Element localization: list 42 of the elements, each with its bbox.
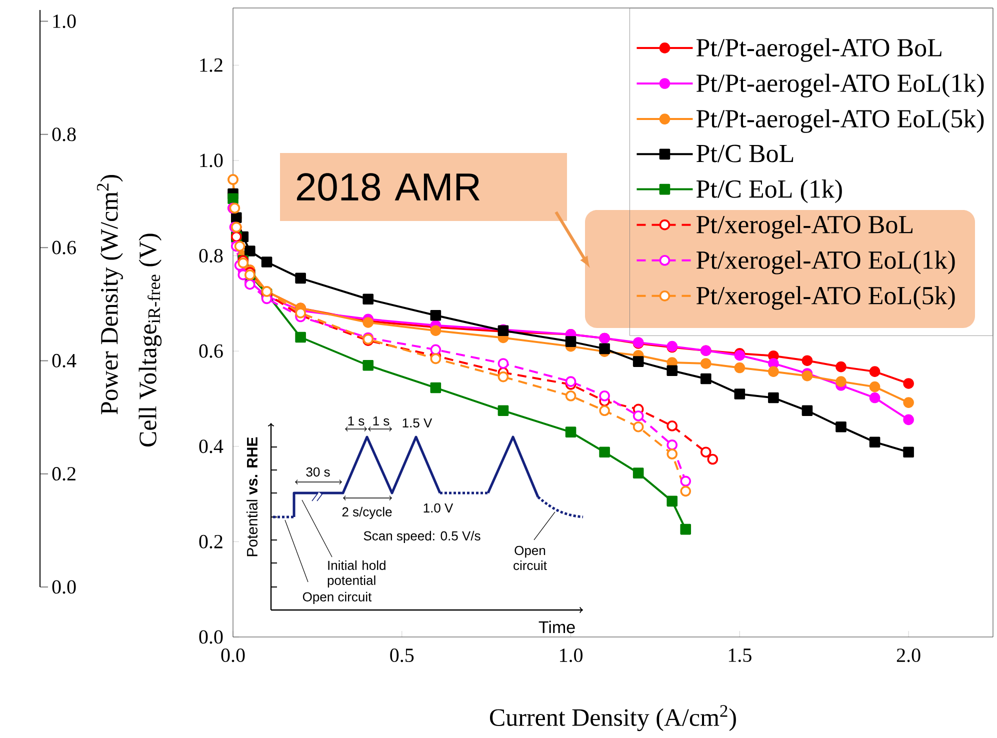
legend-label: Pt/Pt-aerogel-ATO EoL(1k) xyxy=(696,74,984,98)
y-tick-label: 0.4 xyxy=(199,440,224,454)
legend-label: Pt/Pt-aerogel-ATO BoL xyxy=(696,38,942,62)
x-tick-label: 1.5 xyxy=(728,648,752,662)
annotation: Initial hold potential xyxy=(328,560,386,588)
x-tick-label: 0.0 xyxy=(221,648,245,662)
legend-label: Pt/C BoL xyxy=(696,144,794,162)
y2-tick-label: 0.6 xyxy=(52,240,76,254)
y-axis-title: Cell Voltage$_{iR-free}$ (V) xyxy=(138,234,162,446)
annotation: Scan speed: 0.5 V/s xyxy=(364,530,480,544)
y-tick-label: 0.8 xyxy=(199,248,223,263)
annotation: 1 s xyxy=(348,416,364,426)
legend-label: Pt/xerogel-ATO BoL xyxy=(696,215,913,239)
y-tick-label: 1.0 xyxy=(200,154,223,168)
y-tick-label: 1.2 xyxy=(200,58,222,72)
x-axis-title: Current Density (A/cm$^{2}$) xyxy=(490,705,736,732)
y-tick-label: 0.0 xyxy=(199,630,223,644)
legend-label: Pt/C EoL (1k) xyxy=(696,180,842,204)
x-tick-label: 0.5 xyxy=(390,648,414,662)
annotation: Potential vs. RHE xyxy=(246,437,258,556)
annotation: Open circuit xyxy=(514,546,547,570)
annotation: 1.0 V xyxy=(424,503,454,513)
y-tick-label: 0.6 xyxy=(199,344,223,358)
annotation: Time xyxy=(538,620,575,634)
x-tick-label: 1.0 xyxy=(560,648,583,662)
legend-label: Pt/Pt-aerogel-ATO EoL(5k) xyxy=(696,109,984,133)
y2-tick-label: 1.0 xyxy=(53,14,76,28)
annotation: Open circuit xyxy=(302,592,372,604)
annotation: 30 s xyxy=(306,467,330,477)
x-tick-label: 2.0 xyxy=(896,648,920,662)
legend-label: Pt/xerogel-ATO EoL(1k) xyxy=(696,250,955,274)
y2-axis-title: Power Density (W/cm$^{2}$) xyxy=(96,174,123,414)
y2-tick-label: 0.0 xyxy=(52,580,76,594)
annotation: 1 s xyxy=(373,416,390,426)
annotation: 2018 AMR xyxy=(296,173,480,201)
y2-tick-label: 0.4 xyxy=(52,354,76,368)
y-tick-label: 0.2 xyxy=(199,534,222,548)
legend-label: Pt/xerogel-ATO EoL(5k) xyxy=(696,286,955,310)
y2-tick-label: 0.8 xyxy=(52,128,76,142)
annotation: 1.5 V xyxy=(402,418,432,428)
y2-tick-label: 0.2 xyxy=(52,467,76,481)
annotation: 2 s/cycle xyxy=(342,506,392,520)
